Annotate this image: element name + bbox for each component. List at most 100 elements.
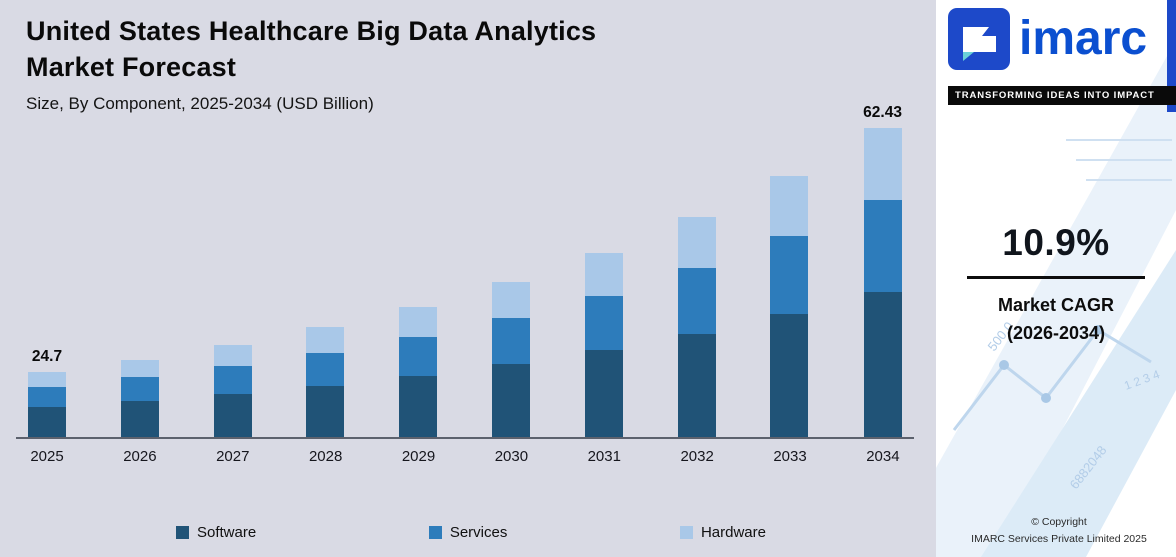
imarc-tagline: TRANSFORMING IDEAS INTO IMPACT bbox=[948, 86, 1176, 105]
x-axis-label: 2029 bbox=[401, 448, 436, 465]
bar-segment-software bbox=[491, 364, 530, 437]
x-axis-label: 2032 bbox=[680, 448, 714, 465]
x-axis-label: 2033 bbox=[773, 448, 807, 465]
bar-segment-hardware bbox=[863, 128, 902, 200]
bar-segment-software bbox=[584, 350, 623, 437]
bar-segment-software bbox=[306, 385, 345, 437]
legend-item-software: Software bbox=[176, 524, 256, 541]
bar-group-2034: 62.43 bbox=[863, 104, 902, 437]
x-axis-label: 2026 bbox=[123, 448, 157, 465]
x-axis-label: 2028 bbox=[308, 448, 343, 465]
bars-row: 24.7 62.43 bbox=[16, 104, 914, 439]
bar-2025 bbox=[28, 372, 66, 437]
bar-group-2028 bbox=[306, 303, 345, 437]
bar-group-2031 bbox=[584, 229, 623, 437]
legend-label: Hardware bbox=[700, 524, 766, 541]
legend: Software Services Hardware bbox=[176, 524, 766, 541]
copyright-line1: © Copyright bbox=[1031, 516, 1087, 529]
chart-panel: United States Healthcare Big Data Analyt… bbox=[0, 0, 936, 557]
chart-title-line2: Market Forecast bbox=[26, 51, 237, 82]
cagr-value: 10.9% bbox=[1002, 222, 1110, 263]
cagr-block: 10.9% Market CAGR (2026-2034) bbox=[936, 222, 1176, 348]
bar-2034 bbox=[863, 128, 902, 437]
cagr-range: (2026-2034) bbox=[1006, 322, 1106, 343]
x-axis: 2025 2026 2027 2028 2029 2030 2031 2032 2033 2034 bbox=[16, 448, 914, 465]
x-axis-tick: 2030 bbox=[492, 448, 530, 465]
bar-segment-hardware bbox=[584, 253, 623, 296]
x-axis-label: 2030 bbox=[494, 448, 529, 465]
bar-total-label: 24.7 bbox=[31, 348, 63, 365]
bar-segment-hardware bbox=[491, 282, 530, 318]
legend-swatch bbox=[679, 526, 693, 539]
bar-segment-hardware bbox=[399, 306, 438, 337]
bar-segment-services bbox=[213, 366, 252, 394]
x-axis-label: 2025 bbox=[30, 448, 64, 465]
bar-segment-hardware bbox=[770, 175, 809, 237]
x-axis-label: 2034 bbox=[866, 448, 900, 465]
bar-segment-hardware bbox=[120, 359, 159, 378]
bar-segment-services bbox=[120, 377, 159, 401]
bar-group-2032 bbox=[677, 193, 716, 437]
bar-segment-hardware bbox=[306, 327, 345, 353]
bar-2028 bbox=[306, 327, 345, 437]
bar-segment-software bbox=[213, 393, 252, 437]
bar-segment-services bbox=[491, 317, 530, 365]
bar-segment-services bbox=[770, 236, 809, 315]
x-axis-tick: 2026 bbox=[121, 448, 159, 465]
bar-segment-software bbox=[677, 333, 716, 437]
bar-group-2027 bbox=[213, 321, 252, 437]
bar-segment-software bbox=[120, 400, 159, 437]
bar-segment-hardware bbox=[213, 344, 252, 367]
bar-2032 bbox=[677, 217, 716, 437]
x-axis-tick: 2029 bbox=[400, 448, 438, 465]
legend-label: Software bbox=[197, 524, 257, 541]
bar-segment-services bbox=[28, 387, 66, 407]
bar-segment-services bbox=[677, 268, 716, 334]
x-axis-tick: 2033 bbox=[771, 448, 809, 465]
plot-area: 24.7 62.43 2025 2026 2027 2028 2029 2030 2031 20… bbox=[16, 104, 914, 465]
imarc-logo: imarc bbox=[948, 8, 1147, 70]
bar-2031 bbox=[584, 253, 623, 437]
chart-subtitle: Size, By Component, 2025-2034 (USD Billi… bbox=[26, 94, 374, 114]
legend-item-hardware: Hardware bbox=[679, 524, 766, 541]
imarc-logo-icon bbox=[948, 8, 1010, 70]
bar-2033 bbox=[770, 175, 809, 437]
x-axis-label: 2031 bbox=[587, 448, 621, 465]
legend-swatch bbox=[428, 526, 442, 539]
bar-segment-software bbox=[863, 292, 902, 437]
bar-group-2025: 24.7 bbox=[28, 348, 66, 437]
x-axis-tick: 2027 bbox=[214, 448, 252, 465]
bar-segment-software bbox=[28, 406, 66, 437]
bar-total-label: 62.43 bbox=[863, 104, 902, 122]
decorative-graphic: 500.0 6882048 1 2 3 4 bbox=[936, 40, 1176, 557]
x-axis-tick: 2025 bbox=[28, 448, 66, 465]
imarc-logo-text: imarc bbox=[1019, 12, 1148, 65]
x-axis-tick: 2028 bbox=[307, 448, 345, 465]
bar-segment-services bbox=[584, 295, 623, 351]
chart-title-line1: United States Healthcare Big Data Analyt… bbox=[26, 16, 597, 46]
bar-segment-hardware bbox=[28, 372, 66, 387]
x-axis-tick: 2032 bbox=[678, 448, 716, 465]
x-axis-label: 2027 bbox=[216, 448, 250, 465]
bar-group-2033 bbox=[770, 152, 809, 437]
bar-group-2029 bbox=[399, 283, 438, 437]
copyright-line2: IMARC Services Private Limited 2025 bbox=[971, 532, 1147, 545]
copyright: © Copyright IMARC Services Private Limit… bbox=[946, 514, 1172, 547]
bar-2026 bbox=[120, 359, 159, 437]
legend-item-services: Services bbox=[428, 524, 508, 541]
bar-2029 bbox=[399, 306, 438, 437]
bar-group-2030 bbox=[491, 258, 530, 437]
chart-titles: United States Healthcare Big Data Analyt… bbox=[26, 14, 596, 114]
cagr-label: Market CAGR bbox=[997, 295, 1115, 315]
bar-segment-software bbox=[399, 375, 438, 437]
x-axis-tick: 2034 bbox=[864, 448, 902, 465]
x-axis-tick: 2031 bbox=[585, 448, 623, 465]
bar-segment-hardware bbox=[677, 217, 716, 269]
bar-2030 bbox=[491, 282, 530, 437]
legend-label: Services bbox=[449, 524, 508, 541]
side-panel: 500.0 6882048 1 2 3 4 imarc TRANSFORMING… bbox=[936, 0, 1176, 557]
bar-segment-services bbox=[399, 336, 438, 376]
corner-accent-strip bbox=[1167, 0, 1176, 112]
bar-group-2026 bbox=[120, 336, 159, 437]
